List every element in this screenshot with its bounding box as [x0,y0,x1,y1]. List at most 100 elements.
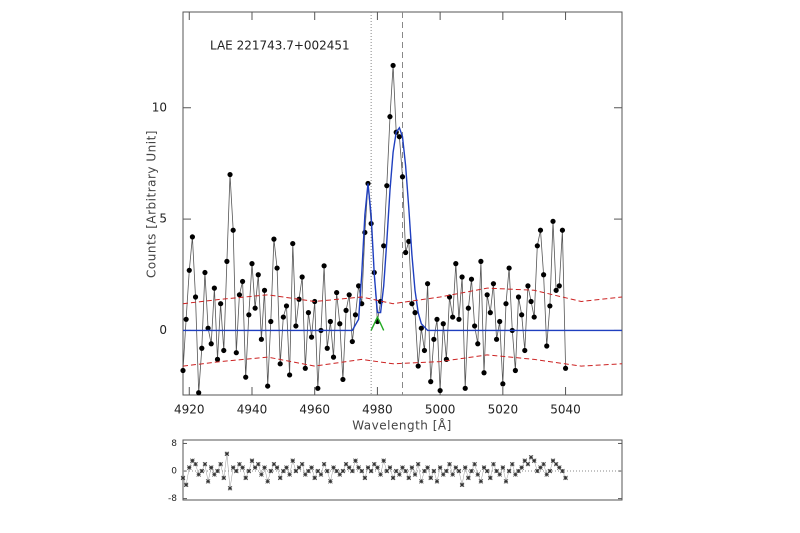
x-tick-label: 4920 [174,403,205,417]
data-point [525,283,531,289]
residual-point [522,458,528,463]
data-point [290,240,296,247]
residual-point [224,451,230,457]
data-point [265,383,271,389]
data-point [334,289,340,296]
data-point [553,287,559,293]
residual-point [237,461,242,467]
residual-point [381,458,386,463]
data-point [346,292,352,298]
residual-point [447,461,452,467]
residual-point [240,465,245,470]
residual-point [497,472,502,477]
data-point [515,294,522,300]
residual-point [538,465,543,470]
data-point [384,183,390,189]
x-tick-label: 5040 [550,403,581,417]
data-point [424,281,431,287]
data-point [437,387,443,394]
y-tick-label: -8 [168,494,177,504]
residual-point [393,468,399,474]
data-point [202,269,208,276]
data-point [343,307,349,313]
residual-point [384,468,390,474]
residual-point [315,468,321,474]
data-point [218,301,224,307]
y-tick-label: 0 [171,467,177,477]
residual-point [353,458,358,463]
y-tick-label: 5 [159,212,167,226]
residual-point [462,465,468,470]
data-point [308,334,315,340]
residual-point [318,472,324,477]
data-point [196,390,202,396]
data-point [255,272,261,278]
residual-point [466,475,471,481]
data-point [227,171,233,178]
residual-point [281,468,286,474]
data-point [252,305,258,311]
data-point [258,336,264,342]
residual-point [425,465,430,470]
residual-point [547,468,553,474]
residual-point [303,472,308,477]
residual-point [287,472,292,477]
data-point [302,365,308,371]
data-point [475,341,481,347]
residual-point [299,461,305,467]
residual-point [180,475,186,481]
residual-point [535,468,540,474]
residual-point [503,479,509,484]
data-point [537,227,544,233]
residual-point [255,461,261,467]
data-point [356,283,362,289]
residual-point [397,472,402,477]
data-point [456,316,462,322]
residual-point [437,465,443,470]
x-tick-label: 4980 [362,403,393,417]
data-point [287,372,293,378]
data-point [199,345,205,351]
y-tick-label: 8 [171,439,177,449]
data-point [484,292,490,298]
residual-point [365,465,371,470]
data-point [299,274,305,280]
data-point [261,287,268,293]
data-point [337,321,343,327]
residual-point [444,468,449,474]
residual-point [528,454,534,460]
data-point [214,356,221,362]
y-tick-label: 10 [152,100,167,114]
residual-point [346,465,352,470]
residual-point [340,468,346,474]
data-point [180,367,186,374]
data-point [534,243,540,249]
residual-point [553,461,559,467]
residual-point [274,465,280,470]
data-point [528,298,534,305]
data-point [421,347,428,354]
data-point [415,363,421,369]
residual-point [409,465,415,470]
residual-point [459,482,465,488]
residual-point [259,472,264,477]
residual-point [412,472,418,477]
data-point [324,345,330,351]
series-line [370,315,385,331]
residual-point [368,468,374,474]
data-point [450,314,456,320]
data-point [418,325,424,331]
residual-point [378,472,383,477]
residual-point [230,465,236,470]
residual-point [400,465,405,470]
data-point [493,336,500,342]
data-point [465,305,471,311]
data-point [512,367,518,374]
series-line [182,354,623,367]
residual-point [309,465,314,470]
residual-point [506,468,512,474]
residual-point [243,475,248,481]
residual-point [202,461,208,467]
data-point [440,321,446,327]
